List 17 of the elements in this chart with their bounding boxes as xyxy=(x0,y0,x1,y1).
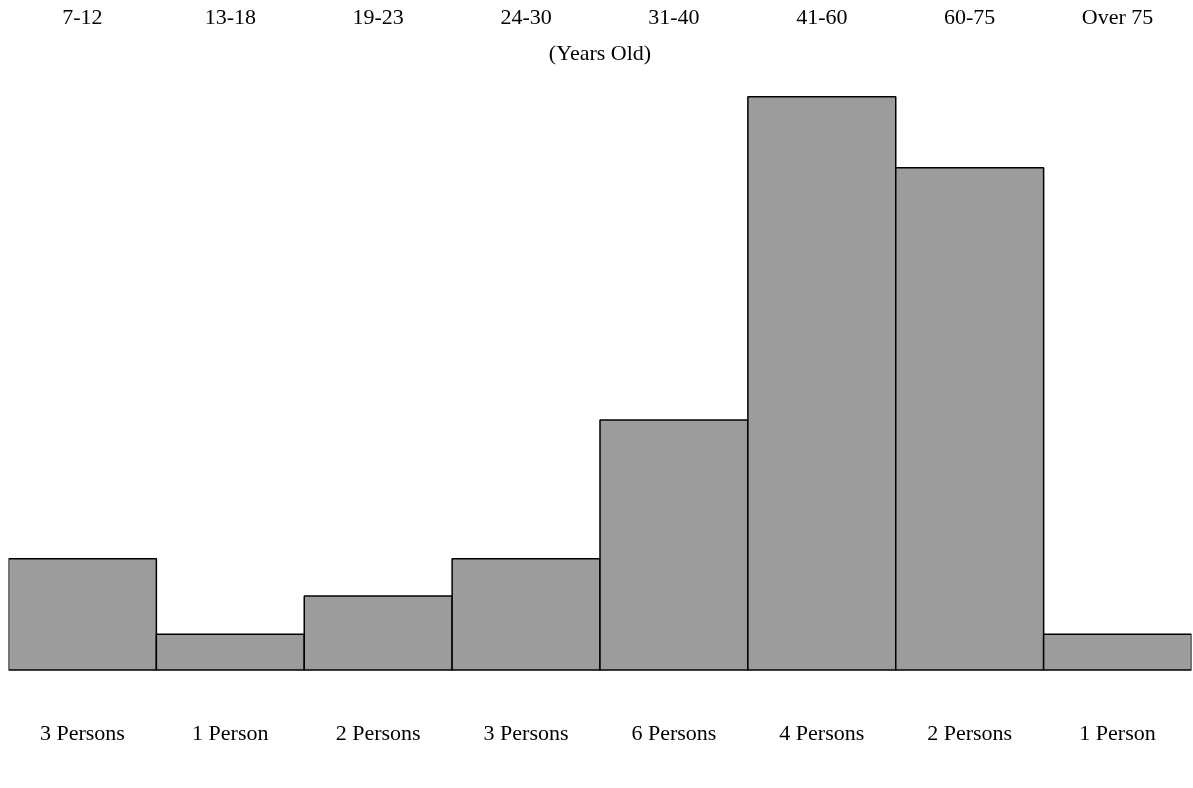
text: 2 Persons xyxy=(335,720,421,746)
x-tick-label: Over 75 xyxy=(1081,3,1154,29)
x-tick-label: 31-40 xyxy=(648,3,700,29)
x-tick-label: 13-18 xyxy=(204,3,256,29)
x-tick-label: 7-12 xyxy=(62,3,103,29)
text: 3 Persons xyxy=(483,720,569,746)
x-tick-label: 19-23 xyxy=(352,3,404,29)
text: 2 Persons xyxy=(927,720,1013,746)
text: 1 Person xyxy=(192,720,269,746)
text: 4 Persons xyxy=(779,720,865,746)
x-tick-label: 60-75 xyxy=(944,3,996,29)
x-tick-label: 41-60 xyxy=(796,3,848,29)
text: 6 Persons xyxy=(631,720,717,746)
text: 3 Persons xyxy=(39,720,125,746)
x-tick-label: 24-30 xyxy=(500,3,552,29)
x-axis-title: (Years Old) xyxy=(548,39,652,65)
text: 1 Person xyxy=(1079,720,1156,746)
